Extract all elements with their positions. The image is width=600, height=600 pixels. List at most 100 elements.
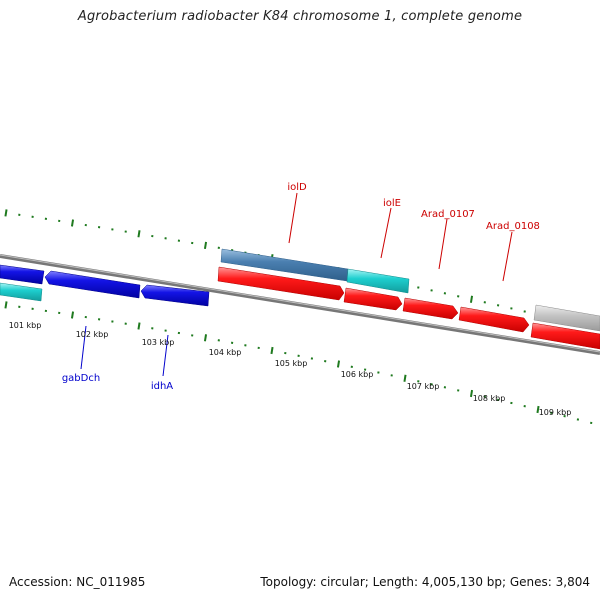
major-tick xyxy=(469,295,474,303)
minor-tick xyxy=(124,230,127,233)
gene-forward-1[interactable] xyxy=(217,266,345,301)
gene-labels: iolD iolE Arad_0107 Arad_0108 gabDch idh… xyxy=(62,182,540,392)
minor-tick xyxy=(177,331,181,335)
major-tick xyxy=(203,334,208,342)
minor-tick xyxy=(443,292,447,295)
minor-tick xyxy=(217,246,220,249)
major-tick xyxy=(336,360,341,368)
minor-tick xyxy=(151,327,154,330)
major-tick xyxy=(137,322,141,330)
minor-tick xyxy=(177,239,181,242)
minor-tick xyxy=(84,315,87,319)
major-tick xyxy=(137,230,141,238)
gene-label-Arad_0107[interactable]: Arad_0107 xyxy=(421,209,475,220)
minor-tick xyxy=(496,304,500,307)
ruler-label: 107 kbp xyxy=(407,382,440,391)
minor-tick xyxy=(457,295,460,298)
backbone xyxy=(0,254,600,355)
gene-gray[interactable] xyxy=(533,304,600,332)
minor-tick xyxy=(44,217,48,220)
minor-tick xyxy=(244,344,247,347)
gene-cyan-reverse[interactable] xyxy=(0,282,43,302)
minor-tick xyxy=(363,368,367,371)
accession-text: Accession: NC_011985 xyxy=(9,575,146,589)
gene-forward-6[interactable] xyxy=(530,322,600,350)
minor-tick xyxy=(563,415,566,418)
gene-forward-2[interactable] xyxy=(343,287,403,311)
reverse-strand xyxy=(0,264,210,307)
minor-tick xyxy=(230,341,234,344)
major-tick xyxy=(536,405,540,414)
gene-iolE[interactable] xyxy=(346,268,410,294)
major-tick xyxy=(70,311,75,319)
minor-tick xyxy=(97,226,101,229)
ruler-label: 108 kbp xyxy=(473,394,506,403)
minor-tick xyxy=(390,374,393,377)
major-tick xyxy=(4,301,8,309)
inner-tick-ring xyxy=(4,301,593,425)
minor-tick xyxy=(257,346,260,350)
minor-tick xyxy=(443,386,447,389)
gene-label-iolE[interactable]: iolE xyxy=(383,198,401,209)
minor-tick xyxy=(417,286,420,289)
label-leaders xyxy=(80,192,513,377)
minor-tick xyxy=(350,365,353,368)
gene-label-idhA[interactable]: idhA xyxy=(151,381,173,392)
minor-tick xyxy=(111,228,114,231)
minor-tick xyxy=(124,322,127,325)
ruler-labels: 101 kbp 102 kbp 103 kbp 104 kbp 105 kbp … xyxy=(9,321,572,417)
ruler-label: 102 kbp xyxy=(76,330,109,339)
major-tick xyxy=(70,219,75,227)
minor-tick xyxy=(111,320,114,323)
minor-tick xyxy=(457,389,460,392)
minor-tick xyxy=(18,305,21,308)
minor-tick xyxy=(590,421,593,425)
minor-tick xyxy=(550,411,553,414)
gene-idhA[interactable] xyxy=(140,284,210,307)
genome-stats-text: Topology: circular; Length: 4,005,130 bp… xyxy=(260,575,590,589)
gene-reverse-edge[interactable] xyxy=(0,264,45,285)
major-tick xyxy=(270,346,274,355)
minor-tick xyxy=(97,318,101,321)
map-title: Agrobacterium radiobacter K84 chromosome… xyxy=(77,9,523,24)
minor-tick xyxy=(58,219,61,223)
minor-tick xyxy=(483,395,486,398)
minor-tick xyxy=(496,398,500,401)
minor-tick xyxy=(377,371,380,374)
gene-label-gabDch[interactable]: gabDch xyxy=(62,373,100,384)
gene-Arad_0108[interactable] xyxy=(458,306,530,333)
minor-tick xyxy=(217,339,220,342)
minor-tick xyxy=(284,351,287,355)
minor-tick xyxy=(31,215,34,218)
ruler-label: 103 kbp xyxy=(142,338,175,347)
minor-tick xyxy=(84,223,87,227)
gene-label-Arad_0108[interactable]: Arad_0108 xyxy=(486,221,540,232)
gene-Arad_0107[interactable] xyxy=(402,297,459,320)
minor-tick xyxy=(44,309,48,313)
minor-tick xyxy=(483,301,486,304)
minor-tick xyxy=(191,241,194,245)
minor-tick xyxy=(191,334,194,337)
major-tick xyxy=(203,241,208,250)
minor-tick xyxy=(164,329,167,332)
major-tick xyxy=(469,389,474,398)
minor-tick xyxy=(324,360,327,363)
minor-tick xyxy=(18,213,21,216)
minor-tick xyxy=(151,234,154,238)
minor-tick xyxy=(58,311,61,315)
minor-tick xyxy=(510,307,513,310)
ruler-label: 109 kbp xyxy=(539,408,572,417)
gene-gabDch[interactable] xyxy=(44,270,141,299)
minor-tick xyxy=(523,405,526,408)
minor-tick xyxy=(576,418,580,421)
minor-tick xyxy=(430,289,433,292)
major-tick xyxy=(403,374,407,382)
minor-tick xyxy=(523,310,526,313)
minor-tick xyxy=(164,237,167,240)
ruler-label: 101 kbp xyxy=(9,321,42,330)
minor-tick xyxy=(417,380,420,383)
gene-label-iolD[interactable]: iolD xyxy=(287,182,307,193)
minor-tick xyxy=(510,401,513,405)
ruler-label: 104 kbp xyxy=(209,348,242,357)
